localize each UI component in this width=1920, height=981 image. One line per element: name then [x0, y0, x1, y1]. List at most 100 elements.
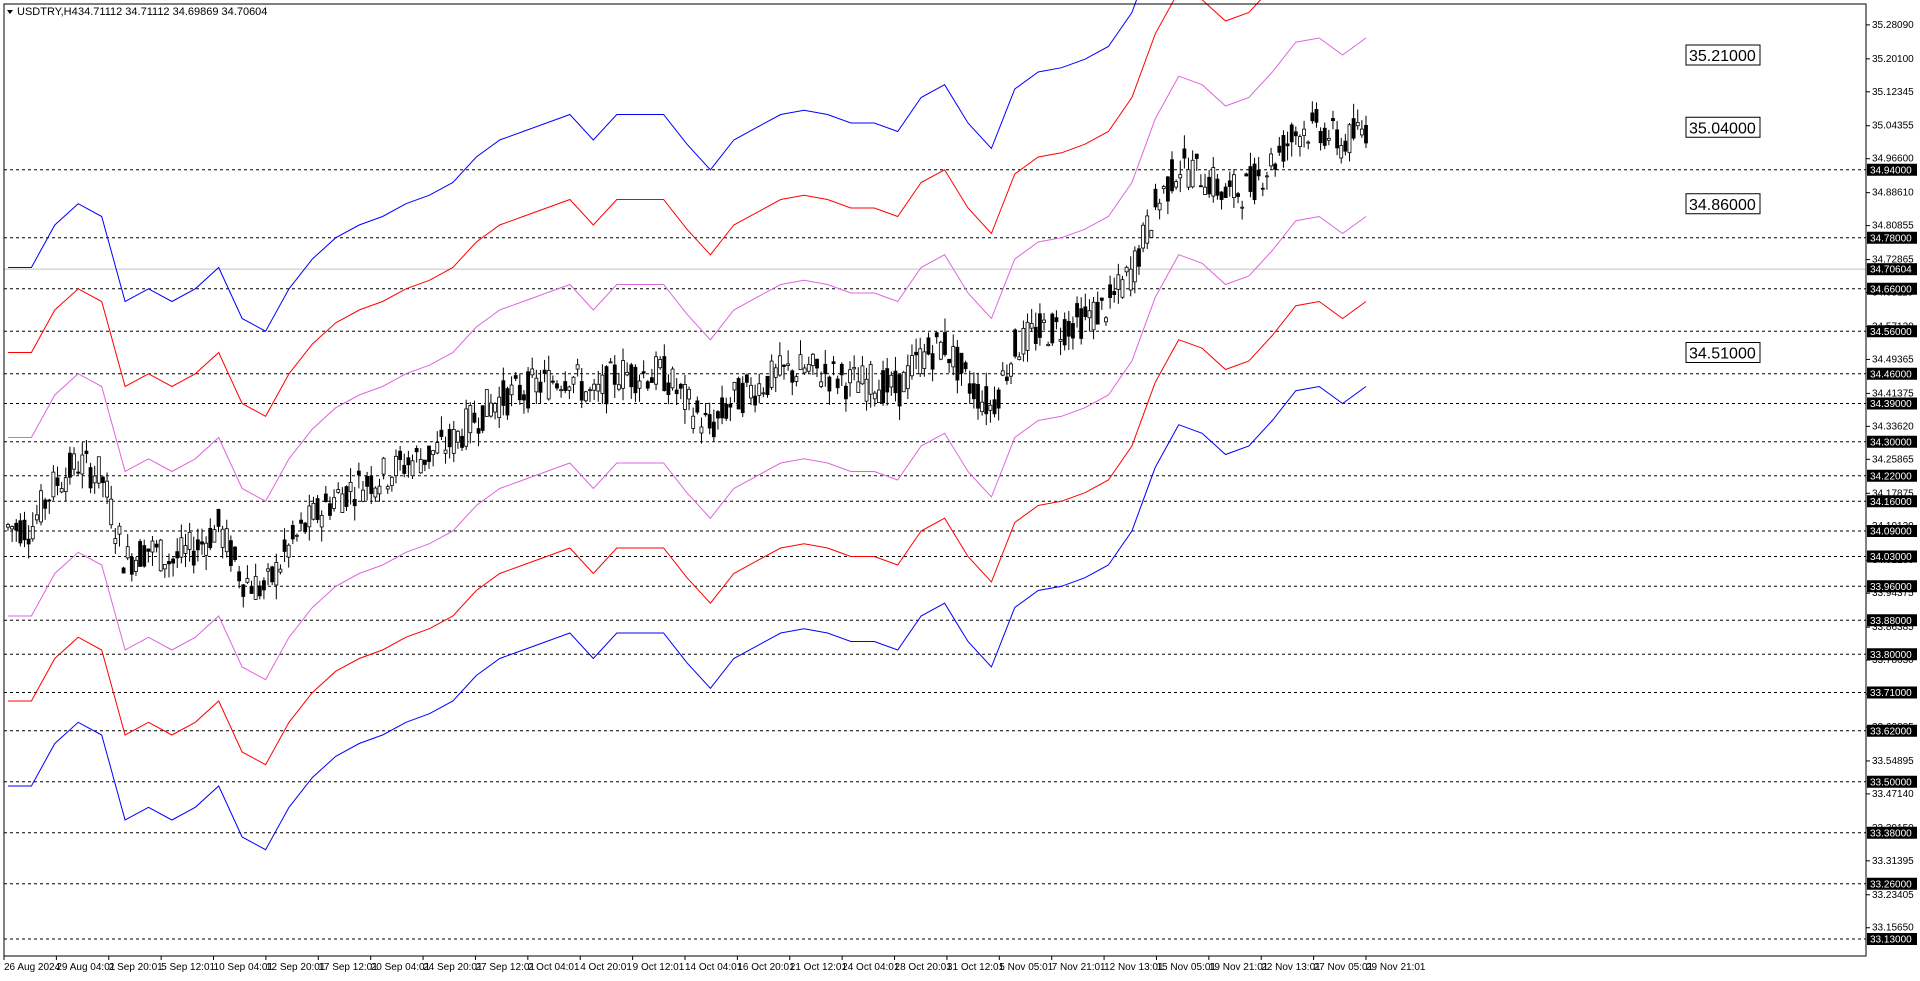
- candle-body: [369, 475, 374, 494]
- candle-body: [777, 355, 782, 376]
- candle-body: [1178, 174, 1183, 179]
- candle-body: [1260, 187, 1265, 190]
- candle-body: [984, 386, 989, 415]
- candle-body: [575, 364, 580, 370]
- candle-body: [1232, 174, 1236, 198]
- candle-body: [550, 380, 555, 383]
- candle-body: [1145, 215, 1150, 244]
- candle-body: [654, 356, 658, 385]
- candle-body: [670, 368, 675, 389]
- candle-body: [740, 382, 745, 413]
- candle-body: [220, 528, 225, 548]
- candle-body: [988, 404, 993, 411]
- candle-body: [992, 399, 997, 415]
- annotation-box-2: [1685, 193, 1761, 215]
- level-tag-bg-4: [1867, 367, 1917, 380]
- candle-body: [716, 411, 720, 419]
- candle-body: [493, 403, 497, 413]
- annotation-label-2: 34.86000: [1689, 197, 1756, 214]
- candle-body: [319, 515, 324, 528]
- candle-body: [1211, 167, 1216, 197]
- candle-body: [484, 389, 489, 417]
- candle-body: [1314, 109, 1319, 123]
- candle-body: [1132, 250, 1137, 283]
- candle-body: [563, 381, 568, 391]
- level-tag-bg-15: [1867, 724, 1917, 737]
- y-tick-label-5: 34.88610: [1872, 188, 1914, 199]
- candle-body: [377, 485, 382, 495]
- candle-body: [881, 370, 885, 404]
- candle-body: [1170, 159, 1174, 192]
- candle-body: [806, 363, 811, 372]
- candle-body: [1000, 370, 1005, 376]
- candle-body: [782, 364, 786, 367]
- candle-body: [1240, 206, 1245, 209]
- candle-body: [1256, 169, 1261, 177]
- candle-body: [443, 449, 448, 454]
- envelope-bands: [8, 0, 1367, 851]
- candle-body: [1347, 124, 1352, 154]
- candle-body: [1161, 186, 1166, 189]
- candle-body: [1137, 248, 1141, 267]
- candle-body: [1244, 173, 1249, 177]
- candle-body: [295, 534, 299, 537]
- candle-body: [1038, 313, 1042, 338]
- candle-body: [14, 522, 19, 531]
- band-middle-lower: [8, 300, 1367, 766]
- level-tag-label-15: 33.62000: [1870, 726, 1912, 737]
- candle-body: [472, 412, 477, 423]
- candle-body: [191, 550, 196, 566]
- candle-body: [530, 368, 535, 376]
- candle-body: [241, 584, 246, 597]
- candle-body: [699, 426, 704, 434]
- annotation-label-3: 34.51000: [1689, 346, 1756, 363]
- level-tag-label-13: 33.80000: [1870, 650, 1912, 661]
- candle-body: [687, 388, 691, 400]
- candle-body: [262, 580, 266, 591]
- candle-body: [959, 352, 964, 374]
- candle-body: [914, 351, 918, 356]
- candle-body: [212, 529, 217, 543]
- annotation-box-1: [1685, 116, 1761, 138]
- candle-body: [224, 528, 229, 553]
- candle-body: [175, 551, 180, 559]
- x-tick-label-2: 2 Sep 20:01: [109, 962, 163, 973]
- candle-body: [1236, 193, 1240, 197]
- candle-body: [88, 467, 93, 489]
- candle-body: [422, 459, 427, 465]
- candle-body: [179, 537, 184, 558]
- candle-body: [703, 412, 708, 416]
- candle-body: [641, 371, 646, 374]
- candle-body: [815, 358, 819, 369]
- x-tick-label-26: 29 Nov 21:01: [1366, 962, 1426, 973]
- level-tag-bg-7: [1867, 469, 1917, 482]
- candle-body: [1326, 137, 1331, 141]
- candle-body: [109, 498, 114, 526]
- candle-body: [1194, 153, 1199, 159]
- x-tick-label-19: 5 Nov 05:01: [999, 962, 1053, 973]
- level-tag-bg-9: [1867, 525, 1917, 537]
- dropdown-triangle-icon[interactable]: [7, 10, 13, 14]
- candle-body: [125, 546, 130, 559]
- candle-body: [43, 499, 48, 509]
- candle-body: [1013, 329, 1018, 357]
- level-tag-bg-11: [1867, 580, 1917, 593]
- candle-body: [1141, 224, 1146, 249]
- candle-body: [1265, 175, 1269, 178]
- candle-body: [765, 375, 770, 395]
- candle-body: [47, 499, 52, 502]
- level-tag-label-1: 34.78000: [1870, 233, 1912, 244]
- candle-body: [773, 367, 778, 378]
- level-tag-bg-18: [1867, 877, 1917, 890]
- candle-body: [72, 453, 76, 470]
- candle-body: [1095, 301, 1100, 325]
- candle-body: [1355, 122, 1360, 127]
- candle-body: [1025, 321, 1030, 351]
- candle-body: [200, 541, 204, 545]
- level-tag-label-14: 33.71000: [1870, 688, 1912, 699]
- candle-body: [650, 377, 654, 383]
- candle-body: [790, 370, 795, 383]
